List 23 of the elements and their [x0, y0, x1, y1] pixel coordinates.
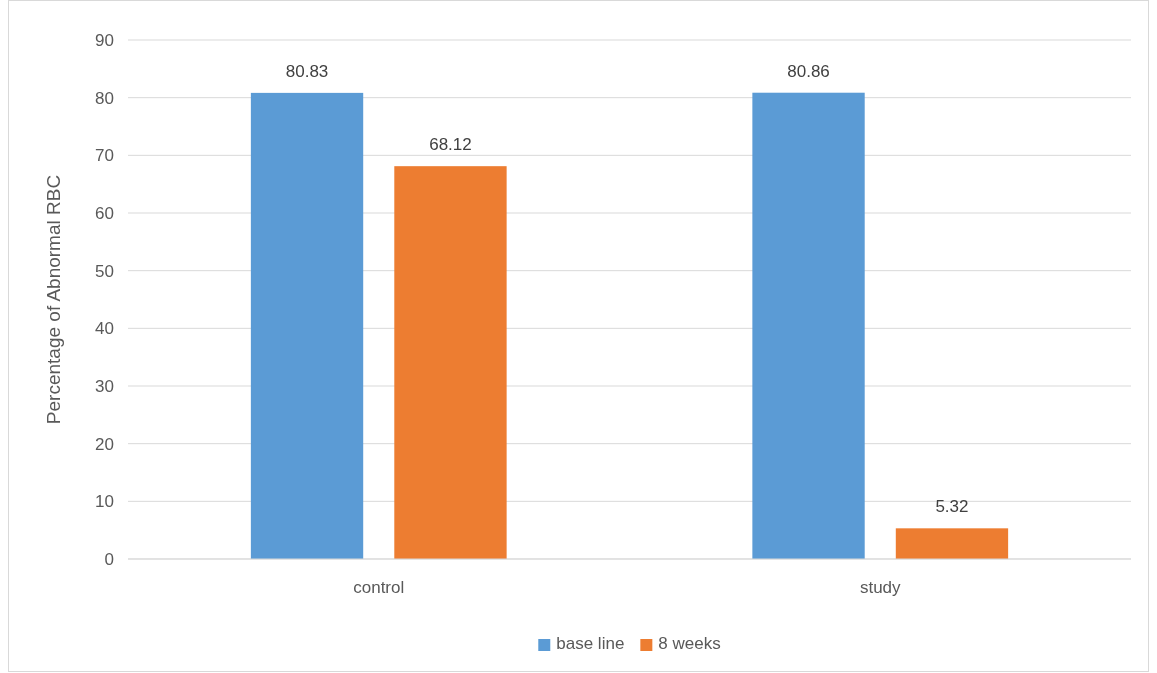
y-tick-label: 70 — [95, 146, 114, 166]
y-tick-label: 60 — [95, 203, 114, 223]
data-label: 80.86 — [787, 61, 830, 81]
data-label: 5.32 — [935, 497, 969, 517]
y-tick-label: 50 — [95, 261, 114, 281]
y-tick-label: 20 — [95, 434, 114, 454]
legend-label: 8 weeks — [658, 634, 721, 653]
legend-label: base line — [556, 634, 625, 653]
bar — [752, 92, 865, 559]
y-tick-label: 0 — [104, 549, 114, 569]
x-tick-label: control — [353, 578, 405, 598]
y-tick-label: 30 — [95, 376, 114, 396]
bar — [895, 528, 1009, 559]
y-tick-label: 40 — [95, 319, 114, 339]
y-tick-label: 10 — [95, 492, 114, 512]
y-tick-label: 80 — [95, 88, 114, 108]
x-tick-label: study — [859, 578, 902, 598]
bar — [394, 166, 507, 559]
y-axis-title: Percentage of Abnormal RBC — [43, 174, 64, 425]
data-label: 68.12 — [429, 135, 472, 155]
bar — [250, 92, 364, 559]
data-label: 80.83 — [285, 61, 329, 81]
y-tick-label: 90 — [95, 30, 114, 50]
